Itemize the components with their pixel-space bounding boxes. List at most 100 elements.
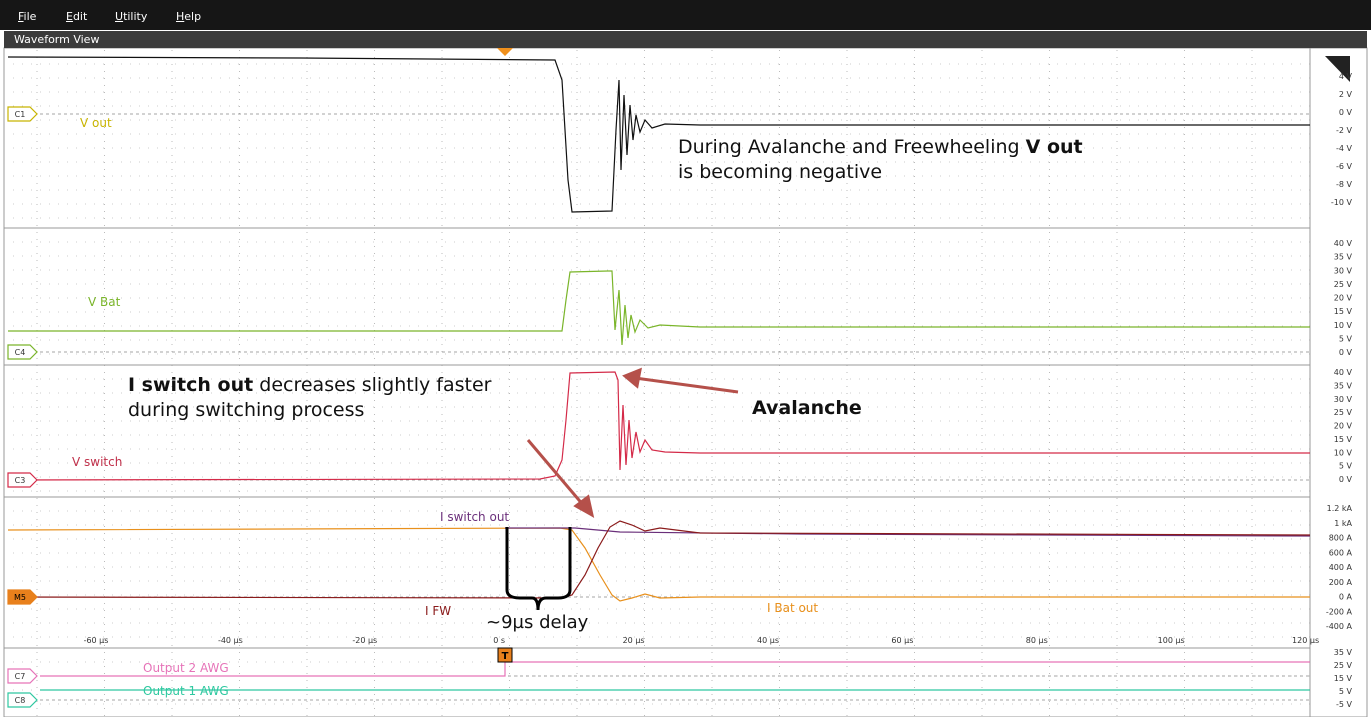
- menu-bar: File Edit Utility Help: [0, 0, 1371, 30]
- y-tick-label: -10 V: [1331, 198, 1353, 207]
- x-tick-label: 80 µs: [1026, 636, 1048, 645]
- y-tick-label: 35 V: [1334, 381, 1353, 390]
- channel-badge: [7, 668, 38, 684]
- y-tick-label: -400 A: [1326, 622, 1353, 631]
- x-tick-label: -40 µs: [218, 636, 243, 645]
- pane-separators: [4, 48, 1311, 717]
- x-tick-label: 60 µs: [891, 636, 913, 645]
- panel-title: Waveform View: [14, 33, 100, 46]
- y-tick-label: 0 V: [1339, 348, 1353, 357]
- note-text: decreases slightly faster during switchi…: [128, 374, 492, 421]
- y-tick-label: 4 V: [1339, 72, 1353, 81]
- y-tick-label: 35 V: [1334, 648, 1353, 657]
- trace-label: V Bat: [88, 295, 121, 309]
- y-tick-label: 30 V: [1334, 266, 1353, 275]
- y-tick-label: 10 V: [1334, 448, 1353, 457]
- trace-label: I FW: [425, 604, 451, 618]
- y-tick-label: 600 A: [1329, 548, 1353, 557]
- channel-badge-text: C3: [15, 476, 26, 485]
- y-tick-label: 25 V: [1334, 408, 1353, 417]
- y-tick-label: 1 kA: [1334, 519, 1352, 528]
- x-tick-label: -60 µs: [84, 636, 109, 645]
- y-tick-label: 30 V: [1334, 395, 1353, 404]
- v-bat-trace: [8, 270, 1310, 346]
- trigger-badge: [497, 647, 513, 663]
- x-tick-label: 100 µs: [1158, 636, 1185, 645]
- x-tick-label: 0 s: [493, 636, 505, 645]
- trace-label: I switch out: [440, 510, 509, 524]
- note-bold: I switch out: [128, 374, 254, 396]
- plot-frame: [3, 47, 1368, 717]
- y-tick-label: 15 V: [1334, 674, 1353, 683]
- scale-icon: [1325, 56, 1350, 82]
- trigger-position-marker: [497, 48, 513, 56]
- i-fw-trace: [7, 520, 1311, 599]
- y-tick-label: 2 V: [1339, 90, 1353, 99]
- y-tick-label: -5 V: [1336, 700, 1353, 709]
- y-tick-label: 20 V: [1334, 294, 1353, 303]
- menu-item[interactable]: Help: [176, 10, 202, 23]
- menu-item[interactable]: Utility: [115, 10, 148, 23]
- y-tick-label: 25 V: [1334, 661, 1353, 670]
- y-tick-label: 0 V: [1339, 475, 1353, 484]
- i-switch-out-trace: [505, 527, 1311, 537]
- annotation-delay: ~9µs delay: [486, 610, 589, 635]
- v-out-trace: [7, 56, 1310, 213]
- y-tick-label: -6 V: [1336, 162, 1353, 171]
- annotation-vout: During Avalanche and Freewheeling V out …: [678, 135, 1371, 185]
- y-tick-label: 35 V: [1334, 253, 1353, 262]
- y-tick-label: -2 V: [1336, 126, 1353, 135]
- y-tick-label: 15 V: [1334, 435, 1353, 444]
- channel-badge-text: C4: [15, 348, 26, 357]
- menu-item[interactable]: Edit: [66, 10, 88, 23]
- x-tick-label: 40 µs: [757, 636, 779, 645]
- y-tick-label: 5 V: [1339, 462, 1353, 471]
- x-tick-label: 20 µs: [623, 636, 645, 645]
- trace-label: V out: [80, 116, 112, 130]
- note-text: is becoming negative: [678, 161, 883, 183]
- y-tick-label: -4 V: [1336, 144, 1353, 153]
- channel-badge: [7, 472, 38, 488]
- trace-label: V switch: [72, 455, 122, 469]
- output-2-trace: [40, 661, 1310, 677]
- channel-badge: [7, 589, 38, 605]
- channel-badge-text: C8: [15, 696, 26, 705]
- trigger-badge-text: T: [502, 651, 509, 662]
- annotation-avalanche: Avalanche: [752, 397, 862, 419]
- channel-badge-text: C7: [15, 672, 26, 681]
- trace-label: Output 1 AWG: [143, 684, 229, 698]
- note-bold: V out: [1025, 136, 1083, 158]
- x-tick-label: 120 µs: [1292, 636, 1319, 645]
- y-tick-label: 40 V: [1334, 239, 1353, 248]
- v-switch-trace: [7, 371, 1310, 481]
- channel-badge: [7, 344, 38, 360]
- y-tick-label: 0 V: [1339, 108, 1353, 117]
- trace-label: Output 2 AWG: [143, 661, 229, 675]
- panel-title-bar: Waveform View: [4, 31, 1367, 48]
- y-tick-label: 0 A: [1339, 593, 1353, 602]
- y-tick-label: 400 A: [1329, 563, 1353, 572]
- y-tick-label: 40 V: [1334, 368, 1353, 377]
- y-tick-label: 15 V: [1334, 307, 1353, 316]
- y-tick-label: 5 V: [1339, 334, 1353, 343]
- channel-badge: [7, 692, 38, 708]
- trace-label: I Bat out: [767, 601, 818, 615]
- y-tick-label: 800 A: [1329, 534, 1353, 543]
- y-tick-label: 1.2 kA: [1327, 504, 1353, 513]
- channel-badge: [7, 106, 38, 122]
- y-tick-label: -8 V: [1336, 180, 1353, 189]
- y-tick-label: 20 V: [1334, 422, 1353, 431]
- x-tick-label: -20 µs: [352, 636, 377, 645]
- channel-badge-text: C1: [15, 110, 26, 119]
- y-tick-label: 10 V: [1334, 321, 1353, 330]
- y-tick-label: 5 V: [1339, 687, 1353, 696]
- annotation-arrows: [526, 367, 739, 518]
- menu-item[interactable]: File: [18, 10, 37, 23]
- y-tick-label: 25 V: [1334, 280, 1353, 289]
- y-tick-label: -200 A: [1326, 607, 1353, 616]
- channel-badge-text: M5: [14, 593, 26, 602]
- note-text: During Avalanche and Freewheeling: [678, 136, 1020, 158]
- y-tick-label: 200 A: [1329, 578, 1353, 587]
